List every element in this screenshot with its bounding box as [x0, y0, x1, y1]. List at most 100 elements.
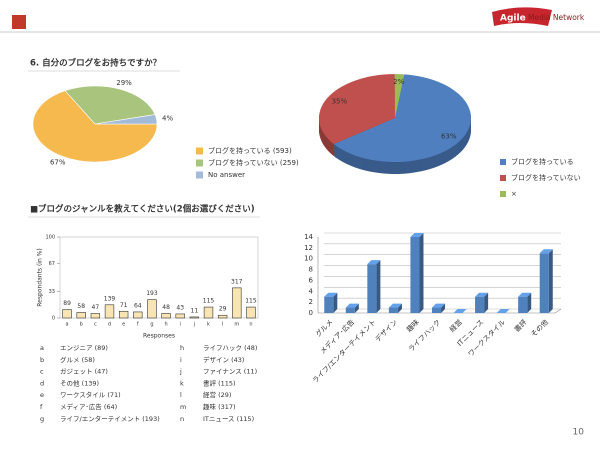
x-tick-label: a — [66, 322, 69, 328]
slice-label: 2% — [393, 78, 404, 86]
pie-slice — [319, 74, 395, 144]
bar-top — [345, 303, 359, 308]
bar — [345, 307, 355, 313]
pie-slice — [394, 74, 405, 118]
key-letter: e — [40, 391, 44, 399]
bar-top — [367, 260, 381, 265]
bar-top — [431, 303, 446, 308]
y-tick-label: 12 — [304, 244, 313, 252]
legend-label: ブログを持っていない (259) — [208, 158, 299, 167]
bar-label: 139 — [104, 295, 116, 302]
logo-text: Agile — [500, 14, 526, 24]
key-label: ワークスタイル (71) — [60, 390, 121, 399]
bar-top — [475, 292, 489, 297]
key-label: その他 (139) — [60, 378, 99, 387]
bar-top — [496, 309, 510, 313]
y-tick-label: 0 — [309, 309, 313, 317]
key-label: ITニュース (115) — [203, 415, 254, 423]
bar-label: 115 — [203, 298, 215, 305]
key-label: ファイナンス (11) — [203, 368, 257, 376]
bar — [518, 296, 528, 313]
heading: ■ブログのジャンルを教えてください(2個お選びください) — [30, 204, 255, 215]
bar-label: 64 — [134, 302, 142, 309]
pie-slice — [94, 114, 158, 125]
legend-swatch — [500, 159, 506, 165]
bar-side — [548, 249, 553, 313]
bar-label: 48 — [162, 304, 170, 311]
key-letter: m — [180, 403, 186, 411]
bar-top — [518, 292, 532, 297]
axis — [554, 308, 562, 314]
bar — [133, 311, 143, 319]
page-number: 10 — [573, 428, 585, 438]
key-label: グルメ (58) — [60, 355, 95, 364]
y-tick-label: 6 — [309, 276, 314, 284]
bar-top — [453, 309, 467, 313]
bar-side — [419, 233, 424, 313]
slice-label: 4% — [162, 114, 173, 122]
x-tick-label: m — [234, 322, 239, 328]
x-axis-title: Responses — [143, 333, 175, 340]
logo-text: Media Network — [528, 13, 585, 22]
legend-label: No answer — [208, 171, 245, 179]
legend-label: ブログを持っていない — [511, 173, 581, 182]
pie-slice — [333, 74, 471, 162]
key-label: 書評 (115) — [203, 378, 236, 387]
y-tick-label: 10 — [304, 255, 313, 263]
y-tick-label: 100 — [45, 235, 55, 241]
bar — [217, 314, 228, 319]
bar — [232, 287, 242, 319]
bar — [175, 313, 185, 319]
key-letter: d — [40, 379, 44, 387]
bar — [161, 313, 171, 319]
bar — [62, 309, 72, 319]
pie-slice — [64, 85, 156, 125]
legend-swatch — [196, 159, 203, 167]
logo-swoosh — [492, 7, 552, 26]
bar-label: 47 — [92, 304, 100, 311]
key-label: エンジニア (89) — [60, 344, 108, 352]
bar-side — [376, 260, 381, 313]
x-tick-label: h — [164, 322, 167, 328]
key-label: ライフ/エンターテイメント (193) — [60, 414, 160, 423]
bar-side — [484, 292, 489, 313]
key-label: メディア･広告 (64) — [60, 402, 117, 411]
legend-swatch — [500, 175, 506, 181]
key-label: ガジェット (47) — [60, 367, 108, 376]
bar — [118, 310, 129, 319]
key-letter: h — [180, 344, 184, 352]
plot-frame — [59, 236, 259, 319]
bar — [104, 304, 115, 319]
bar-top — [324, 292, 338, 297]
heading: 6. 自分のブログをお持ちですか？ — [30, 58, 161, 69]
y-axis-title: Respondants (in %) — [37, 248, 44, 306]
bar — [147, 299, 157, 319]
bar-label: 29 — [219, 306, 227, 313]
pie-slice — [32, 90, 158, 163]
legend-swatch — [196, 147, 203, 155]
key-letter: a — [40, 344, 44, 352]
key-letter: f — [40, 403, 43, 411]
bar-top — [539, 249, 553, 254]
legend-swatch — [196, 171, 203, 179]
key-label: ライフハック (48) — [203, 344, 257, 352]
legend-label: ブログを持っている — [511, 157, 574, 166]
key-letter: i — [180, 356, 182, 364]
x-tick-label: i — [180, 322, 181, 328]
x-tick-label: f — [137, 322, 139, 328]
slice-label: 29% — [116, 79, 132, 87]
bar — [475, 296, 485, 313]
x-tick-label: e — [122, 322, 125, 328]
bar — [388, 307, 398, 313]
bar — [203, 306, 214, 319]
legend-label: × — [511, 190, 517, 198]
bar-side — [333, 292, 338, 313]
bar — [431, 307, 442, 313]
x-tick-label: b — [80, 322, 83, 328]
bar — [324, 296, 334, 313]
x-tick-label: n — [249, 322, 252, 328]
slice-label: 67% — [50, 159, 66, 167]
slice-label: 35% — [332, 98, 348, 106]
bar-label: 58 — [77, 303, 85, 310]
